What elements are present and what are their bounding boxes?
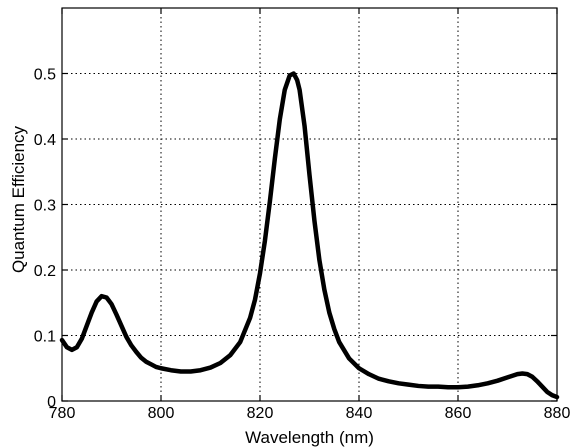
x-tick-label: 880 [544,405,571,422]
x-axis-label: Wavelength (nm) [245,428,374,447]
x-tick-label: 860 [445,405,472,422]
y-tick-label: 0.2 [34,263,56,280]
y-tick-label: 0.5 [34,67,56,84]
x-tick-label: 820 [247,405,274,422]
y-tick-label: 0.4 [34,132,56,149]
tick-labels: 780 800 820 840 860 880 0 0.1 0.2 0.3 0.4 0.5 [34,67,571,423]
x-tick-label: 840 [346,405,373,422]
y-tick-label: 0.1 [34,329,56,346]
x-tick-label: 780 [49,405,76,422]
series-line-quantum-efficiency [59,71,560,400]
grid [62,8,557,401]
y-tick-label: 0.3 [34,198,56,215]
axis-ticks [61,8,558,402]
y-tick-label: 0 [47,394,56,411]
y-axis-label: Quantum Efficiency [9,125,28,273]
x-tick-label: 800 [148,405,175,422]
